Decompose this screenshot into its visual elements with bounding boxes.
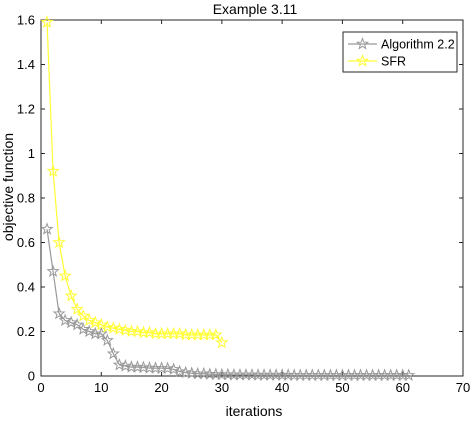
y-axis-label: objective function [0, 133, 16, 241]
series-2-point [64, 288, 78, 302]
y-tick-label: 0.2 [17, 324, 35, 339]
series-1-point [58, 313, 72, 326]
series-1-point [46, 264, 60, 278]
series-1-point [64, 315, 78, 329]
x-tick-label: 30 [215, 380, 229, 395]
series-line-1 [46, 229, 409, 376]
series-1-point [179, 365, 193, 379]
series-lines [46, 22, 409, 376]
series-1-point [76, 322, 90, 335]
x-tick-label: 70 [456, 380, 470, 395]
series-2-point [106, 321, 120, 334]
series-1-point [167, 362, 181, 375]
y-tick-label: 0.8 [17, 191, 35, 206]
series-1-point [112, 357, 126, 371]
chart-title: Example 3.11 [213, 1, 298, 17]
y-tick-label: 0.6 [17, 235, 35, 250]
series-1-point [52, 306, 66, 320]
x-tick-label: 20 [154, 380, 168, 395]
series-2-point [46, 164, 60, 177]
series-2-point [58, 268, 72, 282]
axis-ticks: 0 10 20 30 40 50 60 70 0 0.2 0.4 0.6 0.8 1 1.2 1.4 1.6 [17, 13, 470, 396]
y-tick-label: 1.6 [17, 13, 35, 28]
series-2-point [112, 322, 126, 335]
series-1-point [40, 222, 54, 235]
x-tick-label: 10 [94, 380, 108, 395]
x-tick-label: 50 [335, 380, 349, 395]
series-1-point [94, 326, 108, 340]
series-1-point [100, 333, 114, 347]
legend-entry-label: SFR [381, 55, 406, 69]
series-2-point [130, 324, 145, 338]
series-1-point [402, 368, 416, 381]
series-2-point [88, 315, 102, 329]
series-2-point [215, 335, 229, 349]
series-2-point [142, 325, 157, 339]
series-markers [40, 15, 416, 381]
series-2-point [70, 302, 84, 315]
series-2-point [209, 327, 223, 341]
series-1-point [82, 324, 96, 338]
x-axis-label: iterations [226, 403, 283, 418]
series-2-point [40, 15, 54, 28]
legend-star-icon [355, 54, 370, 67]
legend-entry-label: Algorithm 2.2 [381, 38, 455, 52]
series-1-point [118, 359, 132, 372]
y-tick-label: 1.4 [17, 57, 35, 72]
y-tick-label: 0 [28, 369, 35, 384]
x-tick-label: 0 [37, 380, 44, 395]
series-2-point [173, 326, 187, 340]
legend: Algorithm 2.2 SFR [342, 31, 458, 73]
series-1-point [161, 361, 175, 375]
series-2-point [82, 313, 96, 326]
x-tick-label: 40 [275, 380, 289, 395]
series-1-point [106, 346, 120, 360]
series-1-point [173, 364, 187, 378]
x-tick-label: 60 [395, 380, 409, 395]
series-2-point [100, 320, 114, 333]
series-2-point [52, 235, 66, 249]
series-2-point [94, 317, 108, 331]
y-tick-label: 1.2 [17, 102, 35, 117]
legend-star-icon [355, 37, 370, 50]
y-tick-label: 1 [28, 146, 35, 161]
series-2-point [118, 323, 132, 337]
y-tick-label: 0.4 [17, 280, 35, 295]
